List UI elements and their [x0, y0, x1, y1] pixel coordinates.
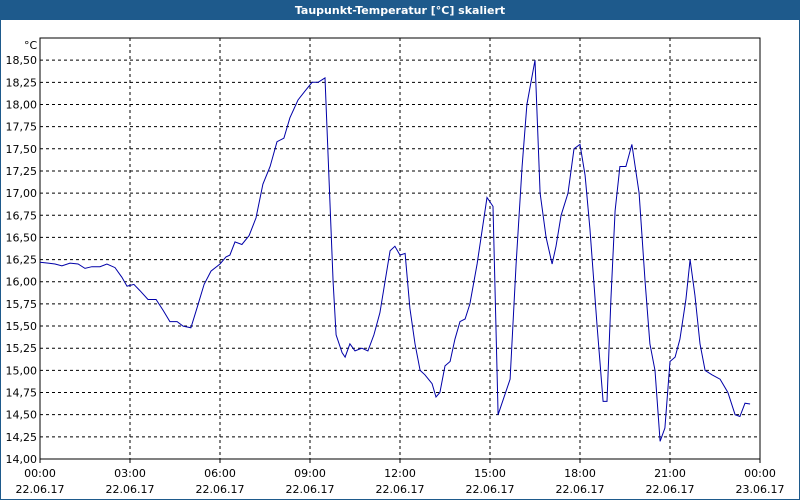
y-tick-label: 17,75	[6, 121, 38, 134]
y-tick-label: 18,25	[6, 76, 38, 89]
plot-border	[39, 37, 761, 460]
y-tick-label: 18,50	[6, 54, 38, 67]
x-tick-label: 03:00 22.06.17	[106, 467, 155, 496]
chart-title: Taupunkt-Temperatur [°C] skaliert	[295, 4, 505, 17]
x-tick-label: 00:00 22.06.17	[16, 467, 65, 496]
x-tick-label: 09:00 22.06.17	[286, 467, 335, 496]
y-tick-label: 16,00	[6, 276, 38, 289]
x-tick-label: 18:00 22.06.17	[556, 467, 605, 496]
y-tick-label: 14,50	[6, 409, 38, 422]
y-tick-label: 15,25	[6, 342, 38, 355]
y-tick-label: 16,25	[6, 254, 38, 267]
y-tick-label: 14,75	[6, 387, 38, 400]
x-tick-label: 00:00 23.06.17	[736, 467, 785, 496]
y-tick-label: 14,25	[6, 431, 38, 444]
x-tick-label: 15:00 22.06.17	[466, 467, 515, 496]
data-line	[39, 60, 751, 442]
x-tick-label: 06:00 22.06.17	[196, 467, 245, 496]
y-tick-label: 14,00	[6, 453, 38, 466]
y-tick-label: 17,00	[6, 187, 38, 200]
y-tick-label: 16,50	[6, 231, 38, 244]
y-tick-label: 15,00	[6, 364, 38, 377]
y-tick-label: 17,50	[6, 143, 38, 156]
y-tick-label: 15,50	[6, 320, 38, 333]
y-tick-label: 15,75	[6, 298, 38, 311]
y-tick-label: 16,75	[6, 209, 38, 222]
y-tick-label: 18,00	[6, 98, 38, 111]
title-bar	[0, 0, 800, 20]
y-tick-label: 17,25	[6, 165, 38, 178]
y-axis-label: °C	[24, 39, 38, 52]
x-tick-label: 12:00 22.06.17	[376, 467, 425, 496]
x-tick-label: 21:00 22.06.17	[646, 467, 695, 496]
